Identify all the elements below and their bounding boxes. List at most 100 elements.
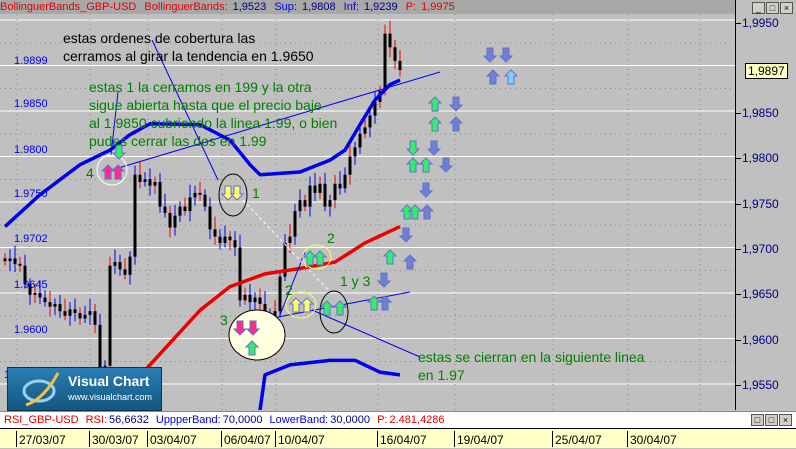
p-label: P: (405, 1, 417, 13)
pointer-line (110, 91, 119, 156)
logo-name: Visual Chart (68, 373, 150, 389)
middle-band-line (93, 224, 401, 410)
note-line: cerramos al girar la tendencia en 1.9650 (63, 48, 314, 64)
candle-body (223, 236, 227, 243)
axis-tick: 1,9750 (736, 197, 779, 211)
candle-body (23, 265, 27, 284)
window-controls: _ □ × (752, 2, 793, 14)
candle-body (243, 294, 247, 301)
close-button[interactable]: × (779, 414, 792, 426)
maximize-button[interactable]: □ (765, 414, 778, 426)
candle-body (343, 174, 347, 189)
circle-2 (302, 244, 332, 270)
date-axis[interactable]: 27/03/07 30/03/07 03/04/07 06/04/07 10/0… (0, 428, 796, 448)
price-axis[interactable]: _ □ × 1,9950 1,9850 1,9800 1,9750 1,9700… (735, 0, 796, 410)
candle-body (83, 314, 87, 319)
candle-body (358, 133, 362, 148)
logo-icon (22, 372, 60, 407)
candle-body (123, 269, 127, 275)
candle-body (173, 215, 177, 228)
candle-body (48, 302, 52, 307)
candle-body (248, 294, 252, 303)
candle-body (153, 181, 157, 186)
left-label: 1.9750 (14, 188, 48, 200)
arrow-down-icon (232, 320, 248, 336)
candle-body (238, 247, 242, 301)
note-line: estas se cierran en la siguiente linea (418, 349, 645, 365)
arrow-down-icon (426, 140, 442, 156)
note-green: estas 1 la cerramos en 199 y la otra sig… (89, 78, 337, 150)
minimize-button[interactable]: _ (752, 2, 765, 14)
candle-body (13, 258, 17, 264)
candle-body (368, 115, 372, 128)
rsi-study: RSI_GBP-USD (4, 414, 79, 426)
arrow-up-icon (377, 295, 393, 311)
candle-body (203, 194, 207, 207)
note-line: en 1.97 (418, 367, 465, 383)
candle-body (328, 200, 332, 207)
candle-body (18, 263, 22, 266)
date-tick: 06/04/07 (221, 431, 271, 447)
date-tick: 30/04/07 (627, 431, 677, 447)
date-tick: 16/04/07 (377, 431, 427, 447)
pointer-line (311, 309, 421, 358)
arrow-up-icon (399, 204, 415, 220)
rsi-window-controls: □ □ × (751, 414, 792, 426)
arrow-down-icon (245, 320, 261, 336)
axis-tick: 1,9550 (736, 378, 779, 392)
candle-body (338, 183, 342, 189)
left-label: 1.9850 (14, 98, 48, 110)
candle-body (208, 206, 212, 230)
candle-body (308, 185, 312, 207)
arrow-up-icon (100, 164, 116, 180)
circle-2b (285, 291, 317, 319)
visual-chart-logo[interactable]: Visual Chart www.visualchart.com (7, 367, 162, 411)
circle-1 (218, 173, 248, 217)
arrow-down-icon (405, 140, 421, 156)
candle-body (373, 101, 377, 116)
candle-body (278, 276, 282, 312)
note-line: estas ordenes de cobertura las (63, 30, 256, 46)
rsi-value: 56,6632 (109, 414, 149, 426)
note-line: pudes cerrar las dos en 1.99 (89, 133, 267, 149)
arrow-down-icon (376, 272, 392, 288)
candle-body (58, 303, 62, 312)
arrow-up-icon (312, 250, 328, 266)
arrow-up-icon (288, 297, 304, 313)
arrow-down-icon (418, 182, 434, 198)
marker-1-y-3: 1 y 3 (340, 273, 371, 289)
candle-body (388, 33, 392, 48)
arrow-down-icon (498, 47, 514, 63)
candle-body (398, 60, 402, 71)
candle-body (163, 206, 167, 213)
axis-tick: 1,9700 (736, 242, 779, 256)
candle-body (133, 174, 137, 257)
candle-body (78, 313, 82, 319)
arrow-up-icon (319, 300, 335, 316)
axis-tick: 1,9600 (736, 333, 779, 347)
candle-body (333, 183, 337, 201)
candle-body (303, 200, 307, 207)
price-chart[interactable] (0, 14, 735, 410)
maximize-button[interactable]: □ (766, 2, 779, 14)
indicator-value: 1,9523 (232, 1, 267, 13)
trend-line (104, 71, 441, 173)
candle-body (193, 192, 197, 198)
restore-button[interactable]: □ (751, 414, 764, 426)
arrow-up-icon (407, 204, 423, 220)
candle-body (73, 309, 77, 314)
close-button[interactable]: × (780, 2, 793, 14)
arrow-down-icon (229, 185, 245, 201)
left-label: 1.9899 (14, 55, 48, 67)
arrow-up-icon (427, 116, 443, 132)
candle-body (298, 200, 302, 212)
pointer-line (279, 251, 306, 316)
axis-tick: 1,9650 (736, 287, 779, 301)
candle-body (43, 297, 47, 303)
note-line: sigue abierta hasta que el precio baje (89, 97, 322, 113)
candle-body (118, 262, 122, 270)
marker-2: 2 (327, 230, 335, 246)
candle-body (8, 258, 12, 262)
candle-body (218, 236, 222, 243)
arrow-up-icon (405, 157, 421, 173)
